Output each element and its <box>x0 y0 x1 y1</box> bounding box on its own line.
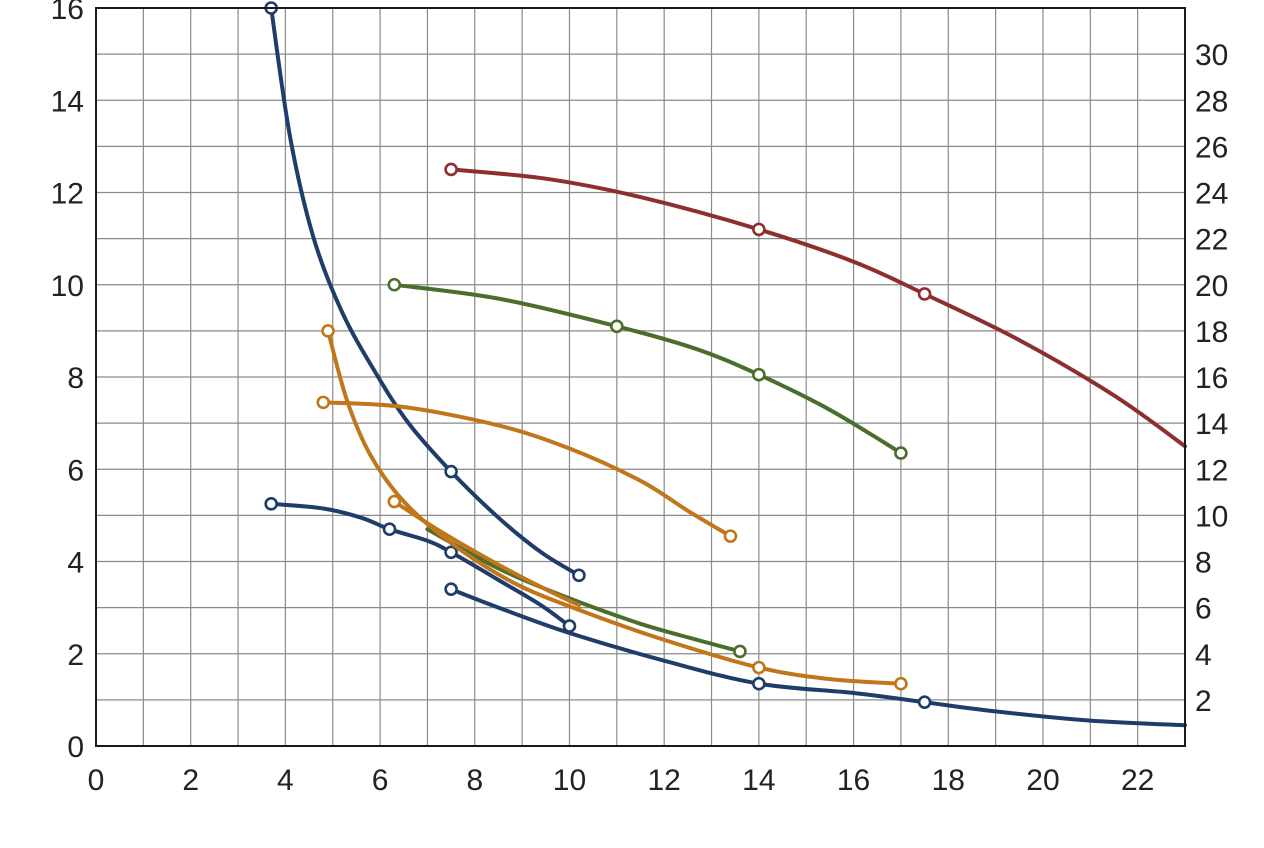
series-line <box>449 167 1187 449</box>
data-point-marker <box>723 529 738 543</box>
x-tick-label: 2 <box>182 764 199 797</box>
y-tick-label: 16 <box>51 0 84 26</box>
y2-tick-label: 26 <box>1195 131 1228 164</box>
series-2 <box>264 497 577 633</box>
series-8 <box>316 395 738 543</box>
y-tick-label: 12 <box>51 178 84 211</box>
data-point-marker <box>387 277 402 292</box>
series-line <box>321 400 733 539</box>
series-line <box>392 282 903 456</box>
y2-tick-label: 18 <box>1195 316 1228 349</box>
data-point-marker <box>316 395 331 410</box>
y-tick-label: 2 <box>67 639 84 672</box>
series-4 <box>444 162 1187 449</box>
data-point-marker <box>894 676 908 691</box>
series-5 <box>387 277 908 460</box>
y-tick-label: 0 <box>67 731 84 764</box>
x-tick-label: 10 <box>553 764 586 797</box>
data-point-marker <box>917 695 932 709</box>
series-layer <box>264 1 1187 728</box>
data-point-marker <box>444 464 458 479</box>
data-point-marker <box>264 497 278 511</box>
y-tick-label: 10 <box>51 270 84 303</box>
x-axis-ticks: 0 2 4 6 8 10 12 14 16 18 20 22 <box>88 764 1155 797</box>
y-axis-ticks: 0 2 4 6 8 10 12 14 16 <box>51 0 84 764</box>
y-tick-label: 6 <box>67 454 84 487</box>
y2-tick-label: 22 <box>1195 224 1228 257</box>
data-point-marker <box>572 568 586 583</box>
series-6 <box>425 527 747 659</box>
x-tick-label: 6 <box>372 764 389 797</box>
series-line <box>269 501 572 629</box>
series-9 <box>387 494 581 608</box>
data-point-marker <box>444 582 458 596</box>
series-line <box>326 328 903 686</box>
series-line <box>392 499 581 608</box>
y-tick-label: 8 <box>67 362 84 395</box>
data-point-marker <box>610 319 624 334</box>
y2-tick-label: 4 <box>1195 639 1212 672</box>
y2-tick-label: 8 <box>1195 547 1212 580</box>
y2-tick-label: 14 <box>1195 408 1228 441</box>
y2-tick-label: 6 <box>1195 593 1212 626</box>
y2-tick-label: 20 <box>1195 270 1228 303</box>
series-line <box>425 527 742 654</box>
x-tick-label: 22 <box>1121 764 1154 797</box>
x-tick-label: 0 <box>88 764 105 797</box>
data-point-marker <box>752 660 766 675</box>
x-tick-label: 4 <box>277 764 294 797</box>
data-point-marker <box>752 222 766 237</box>
series-7 <box>321 324 908 691</box>
y2-tick-label: 16 <box>1195 362 1228 395</box>
x-tick-label: 20 <box>1026 764 1059 797</box>
series-3 <box>444 582 1187 728</box>
y-tick-label: 14 <box>51 85 84 118</box>
y2-tick-label: 30 <box>1195 39 1228 72</box>
x-tick-label: 14 <box>742 764 775 797</box>
y2-tick-label: 10 <box>1195 500 1228 533</box>
data-point-marker <box>444 162 458 177</box>
x-tick-label: 18 <box>932 764 965 797</box>
data-point-marker <box>752 367 766 382</box>
y-tick-label: 4 <box>67 547 84 580</box>
data-point-marker <box>321 324 335 338</box>
series-line <box>269 6 581 578</box>
x-tick-label: 8 <box>466 764 483 797</box>
x-tick-label: 16 <box>837 764 870 797</box>
y2-tick-label: 12 <box>1195 454 1228 487</box>
data-point-marker <box>444 545 458 560</box>
data-point-marker <box>752 676 766 691</box>
data-point-marker <box>733 644 747 659</box>
series-line <box>449 587 1187 728</box>
data-point-marker <box>894 446 908 460</box>
y2-tick-label: 2 <box>1195 685 1212 718</box>
data-point-marker <box>917 287 932 301</box>
y2-tick-label: 24 <box>1195 178 1228 211</box>
plot-frame <box>95 7 1186 747</box>
data-point-marker <box>382 522 397 537</box>
y2-tick-label: 28 <box>1195 85 1228 118</box>
x-tick-label: 12 <box>647 764 680 797</box>
data-point-marker <box>387 494 402 509</box>
